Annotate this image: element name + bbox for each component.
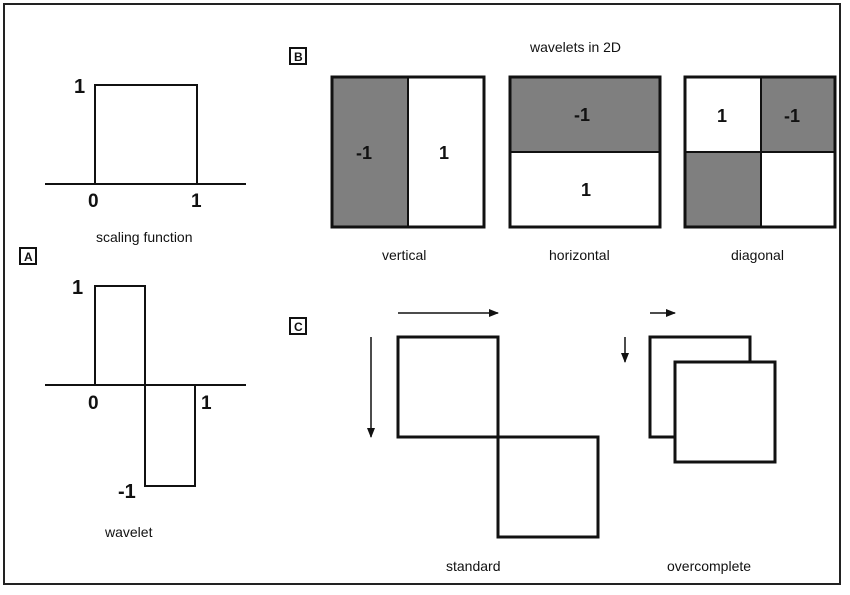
diagonal-caption: diagonal: [731, 247, 784, 263]
horizontal-white-half: [510, 152, 660, 227]
standard-tiling: standard: [367, 309, 600, 574]
scaling-caption: scaling function: [96, 229, 193, 245]
overcomplete-tiling: overcomplete: [621, 309, 777, 574]
horizontal-top-value: -1: [574, 105, 590, 125]
scaling-box-function: [94, 84, 198, 184]
horizontal-shaded-half: [510, 77, 660, 152]
horizontal-bottom-value: 1: [581, 180, 591, 200]
panel-label-b: B: [289, 47, 307, 65]
overcomplete-square-front: [673, 360, 777, 464]
wavelet-caption: wavelet: [104, 524, 153, 540]
panel-label-a: A: [19, 247, 37, 265]
vertical-left-value: -1: [356, 143, 372, 163]
vertical-shaded-half: [332, 77, 408, 227]
diagonal-top-right: [761, 77, 835, 152]
wavelet-plot: 1 -1 0 1 wavelet: [45, 277, 246, 540]
wavelet-top-label: 1: [72, 277, 83, 299]
standard-square-2: [496, 435, 600, 539]
scaling-x1-label: 1: [191, 191, 202, 212]
wavelet-2d-horizontal: -1 1 horizontal: [508, 75, 662, 263]
scaling-level-label: 1: [74, 76, 85, 98]
figure-frame: [3, 3, 841, 585]
diagonal-top-left: [685, 77, 761, 152]
wavelet-x1-label: 1: [201, 393, 212, 414]
vertical-caption: vertical: [382, 247, 426, 263]
panel-label-c: C: [289, 317, 307, 335]
diagonal-bottom-left: [685, 152, 761, 227]
wavelet-2d-vertical: -1 1 vertical: [330, 75, 486, 263]
wavelet-2d-diagonal: 1 -1 diagonal: [683, 75, 837, 263]
panel-letter-b: B: [294, 50, 303, 64]
vertical-white-half: [408, 77, 484, 227]
standard-caption: standard: [446, 558, 500, 574]
diagonal-top-left-value: 1: [717, 106, 727, 126]
diagonal-top-right-value: -1: [784, 106, 800, 126]
vertical-right-value: 1: [439, 143, 449, 163]
standard-square-1: [396, 335, 500, 439]
wavelet-function: [94, 285, 196, 487]
scaling-x0-label: 0: [88, 191, 99, 212]
scaling-function-plot: 1 0 1 scaling function: [45, 76, 246, 245]
wavelets-2d-title: wavelets in 2D: [529, 39, 621, 55]
wavelet-x0-label: 0: [88, 393, 99, 414]
panel-letter-a: A: [24, 250, 33, 264]
wavelet-bottom-label: -1: [118, 481, 136, 503]
panel-letter-c: C: [294, 320, 303, 334]
diagonal-bottom-right: [761, 152, 835, 227]
horizontal-caption: horizontal: [549, 247, 610, 263]
overcomplete-caption: overcomplete: [667, 558, 751, 574]
